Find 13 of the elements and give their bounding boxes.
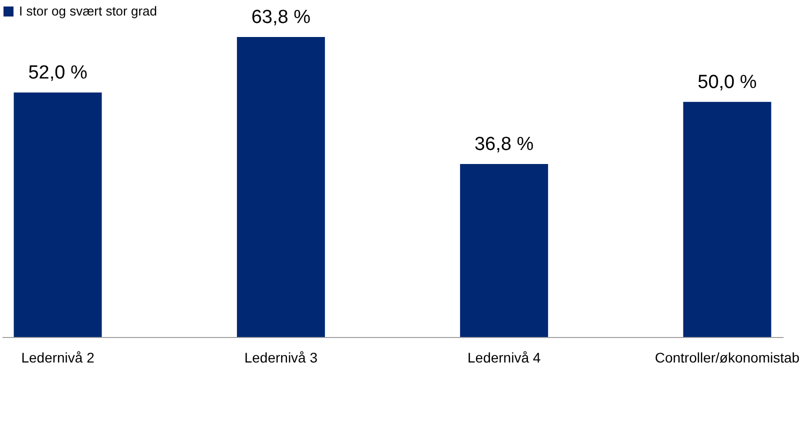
x-tick-label: Controller/økonomistab [654, 350, 800, 366]
bar [460, 164, 548, 337]
data-label: 36,8 % [474, 134, 534, 155]
x-tick-label: Ledernivå 3 [244, 350, 318, 366]
bar [236, 37, 325, 337]
legend-label: I stor og svært stor grad [19, 4, 157, 18]
bar [683, 102, 772, 337]
bar [14, 92, 102, 337]
x-tick-label: Ledernivå 4 [467, 350, 541, 366]
x-tick-label: Ledernivå 2 [21, 350, 95, 366]
data-label: 50,0 % [698, 72, 757, 93]
data-label: 63,8 % [251, 7, 311, 28]
data-label: 52,0 % [28, 62, 88, 84]
